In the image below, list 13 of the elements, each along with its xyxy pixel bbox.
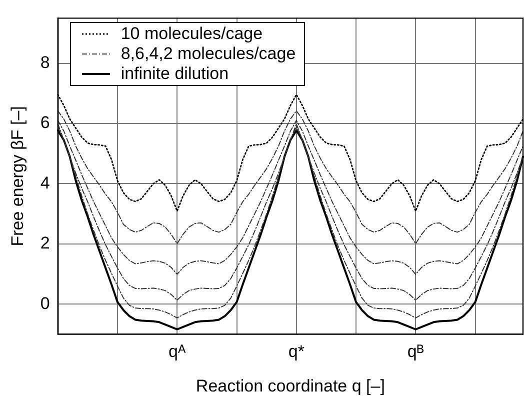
x-axis-title: Reaction coordinate q [–] <box>196 376 385 396</box>
y-axis-title: Free energy βF [–] <box>8 106 27 246</box>
legend-label: 8,6,4,2 molecules/cage <box>120 44 296 64</box>
y-tick-label: 2 <box>40 234 50 253</box>
x-tick-label: q* <box>288 342 305 362</box>
y-tick-label: 0 <box>40 294 50 313</box>
x-tick-label: qᴬ <box>168 342 186 362</box>
legend-label: 10 molecules/cage <box>120 24 263 44</box>
legend-label: infinite dilution <box>120 64 229 84</box>
y-tick-label: 8 <box>40 53 50 72</box>
y-tick-label: 4 <box>40 173 50 192</box>
x-tick-label: qᴮ <box>407 342 424 362</box>
y-tick-label: 6 <box>40 113 50 132</box>
